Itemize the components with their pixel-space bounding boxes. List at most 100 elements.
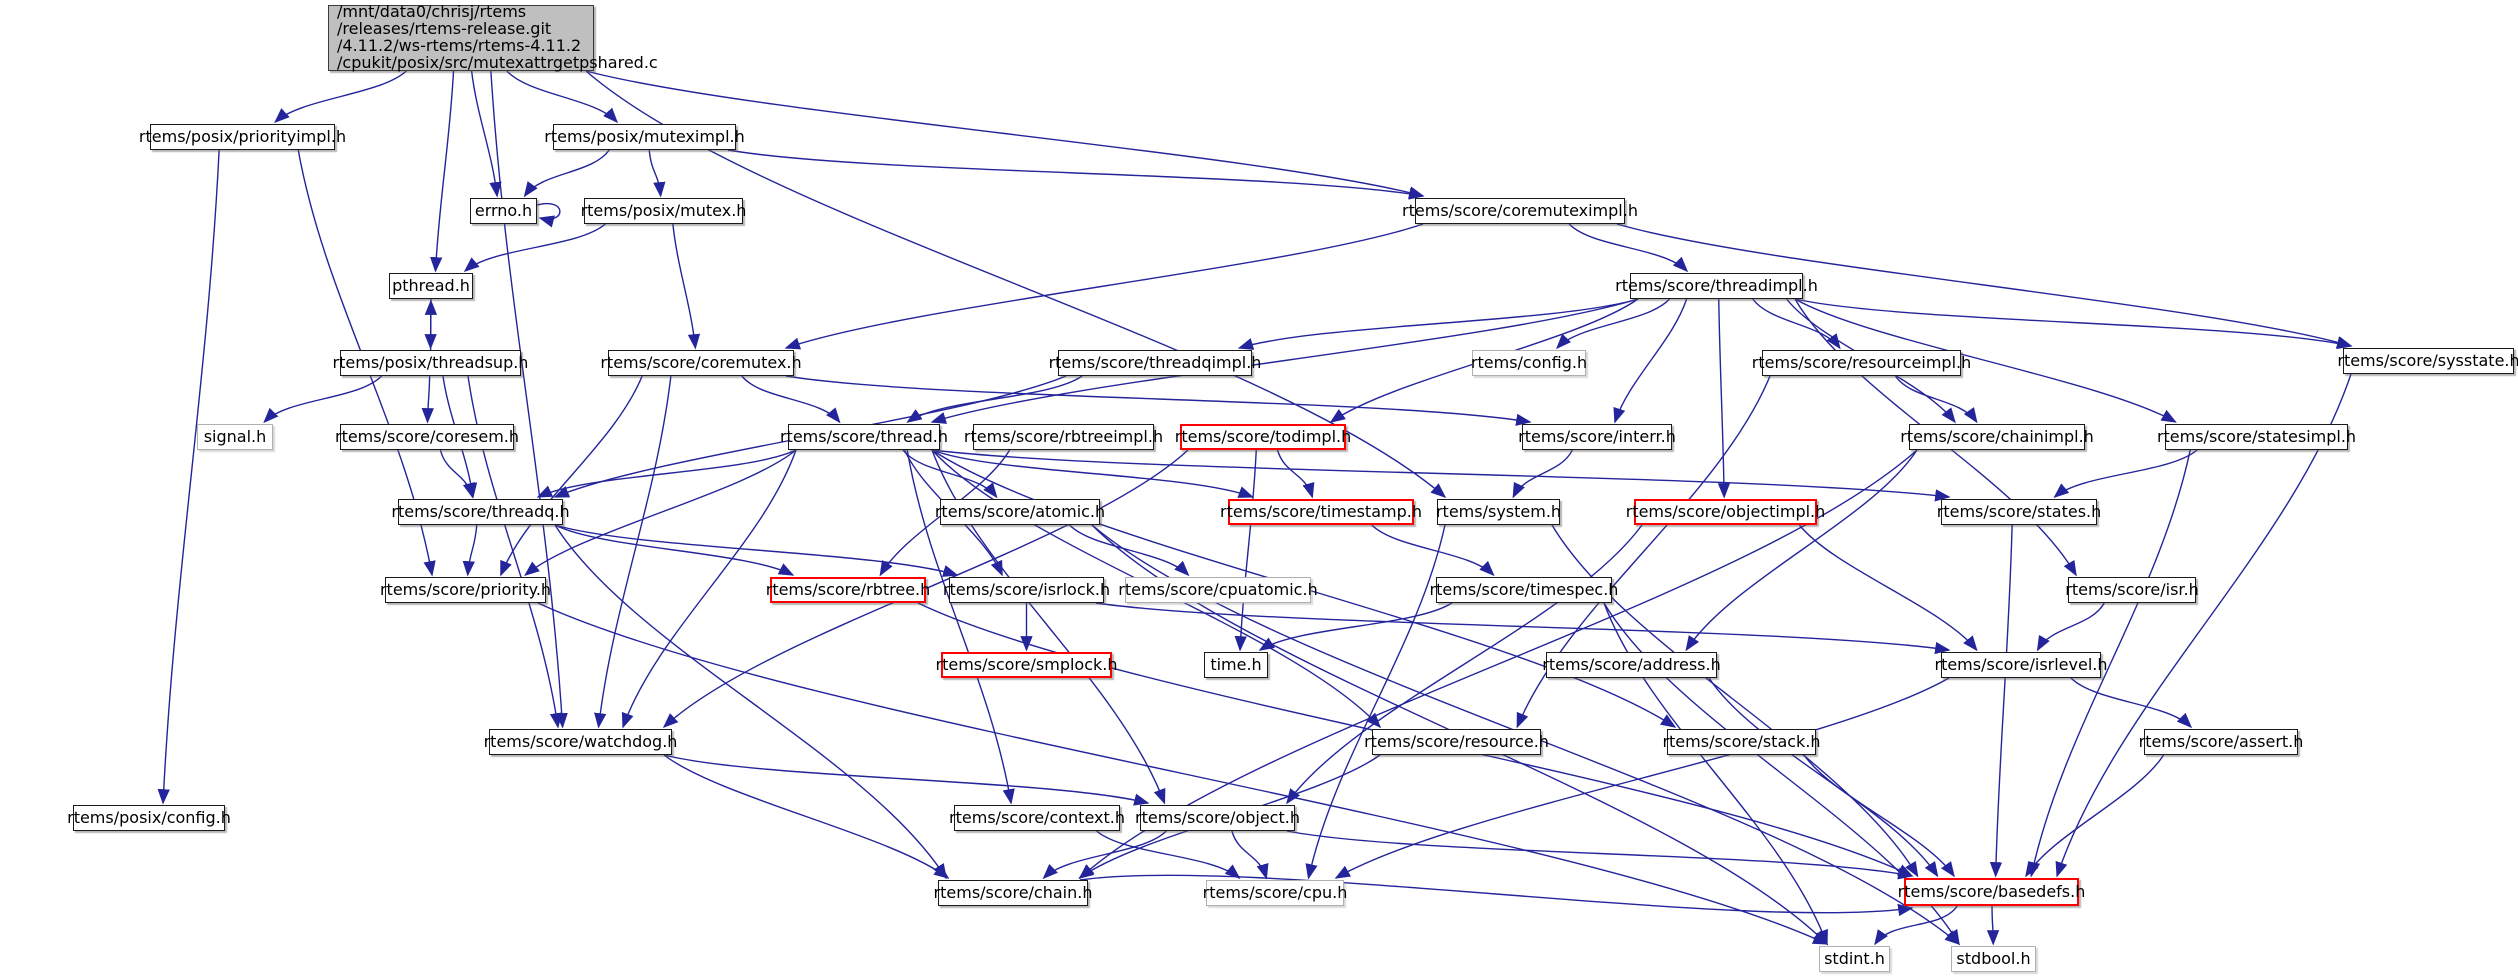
header-node-coremutex[interactable]: rtems/score/coremutex.h [600,350,802,376]
include-edge-thread-to-context [906,449,1015,805]
include-edge-isrlock-to-isrlevel [1095,602,1951,655]
header-node-resource[interactable]: rtems/score/resource.h [1364,729,1549,755]
header-node-chain[interactable]: rtems/score/chain.h [934,880,1092,906]
header-node-mutex[interactable]: rtems/posix/mutex.h [581,198,746,224]
include-edge-watchdog-to-chain [663,754,950,879]
header-node-threadqimpl[interactable]: rtems/score/threadqimpl.h [1049,350,1261,376]
include-edge-threadimpl-to-threadqimpl [1237,298,1639,350]
include-edge-mutex-to-pthread [463,223,606,272]
include-edge-object-to-basedefs [1286,830,1914,880]
header-node-threadsup[interactable]: rtems/posix/threadsup.h [333,350,528,376]
header-node-timestamp[interactable]: rtems/score/timestamp.h [1220,499,1422,525]
header-node-stdbool: stdbool.h [1951,946,2036,972]
header-node-posixconfig[interactable]: rtems/posix/config.h [67,805,231,831]
include-edge-coremuteximpl-to-threadimpl [1568,223,1689,273]
header-node-assert[interactable]: rtems/score/assert.h [2139,729,2303,755]
include-edge-basedefs-to-stdint [1874,905,1958,946]
include-edge-object-to-cpu [1231,830,1269,880]
header-node-stdint: stdint.h [1819,946,1890,972]
header-node-smplock[interactable]: rtems/score/smplock.h [936,652,1118,678]
include-edge-thread-to-timestamp [931,449,1254,498]
header-node-cpu: rtems/score/cpu.h [1203,880,1347,906]
include-edge-threadq-to-isrlock [554,524,959,577]
include-edge-coremutex-to-watchdog [594,375,672,729]
include-edge-threadimpl-to-statesimpl [1794,298,2177,423]
include-edge-thread-to-atomic [902,449,998,499]
include-edge-threadsup-to-signal [263,375,383,424]
header-node-chainimpl[interactable]: rtems/score/chainimpl.h [1900,424,2094,450]
header-node-config: rtems/config.h [1471,350,1587,376]
header-node-rbtree[interactable]: rtems/score/rbtree.h [766,577,930,603]
header-node-address[interactable]: rtems/score/address.h [1542,652,1721,678]
header-node-priorityimpl[interactable]: rtems/posix/priorityimpl.h [139,124,346,150]
header-node-context[interactable]: rtems/score/context.h [949,805,1125,831]
header-node-atomic[interactable]: rtems/score/atomic.h [935,499,1105,525]
header-node-coremuteximpl[interactable]: rtems/score/coremuteximpl.h [1402,198,1638,224]
include-edge-atomic-to-cpuatomic [1069,524,1190,577]
include-edge-root-to-errno [470,70,502,198]
include-edge-muteximpl-to-errno [523,149,610,198]
header-node-stack[interactable]: rtems/score/stack.h [1662,729,1821,755]
header-node-todimpl[interactable]: rtems/score/todimpl.h [1175,424,1351,450]
include-edge-interr-to-system [1512,449,1574,499]
include-edge-coremuteximpl-to-coremutex [784,223,1424,350]
header-node-signal: signal.h [197,424,273,450]
include-edge-priorityimpl-to-posixconfig [157,149,220,805]
include-edge-thread-to-threadq [536,449,797,498]
include-edge-statesimpl-to-states [2053,449,2198,498]
header-node-priority[interactable]: rtems/score/priority.h [380,577,551,603]
header-node-pthread[interactable]: pthread.h [389,273,473,299]
root-source-file-node: /mnt/data0/chrisj/rtems /releases/rtems-… [328,4,658,71]
include-edge-thread-to-states [931,449,1951,502]
include-edge-coremutex-to-interr [785,375,1532,426]
header-node-rbtreeimpl[interactable]: rtems/score/rbtreeimpl.h [964,424,1163,450]
include-edge-object-to-chain [1042,830,1167,880]
header-node-statesimpl[interactable]: rtems/score/statesimpl.h [2157,424,2356,450]
header-node-object[interactable]: rtems/score/object.h [1135,805,1300,831]
header-node-threadq[interactable]: rtems/score/threadq.h [391,499,570,525]
header-node-coresem[interactable]: rtems/score/coresem.h [335,424,519,450]
include-edge-threadimpl-to-resourceimpl [1752,298,1841,350]
include-edge-stack-to-basedefs [1803,754,1955,878]
include-edge-threadimpl-to-sysstate [1794,298,2353,350]
header-node-threadimpl[interactable]: rtems/score/threadimpl.h [1615,273,1818,299]
include-edge-chain-to-basedefs [1079,874,1914,917]
include-edge-timespec-to-stdint [1603,602,1828,946]
include-edge-coremuteximpl-to-sysstate [1616,223,2353,349]
include-edge-thread-to-priority [524,449,797,576]
header-node-isrlock[interactable]: rtems/score/isrlock.h [943,577,1110,603]
header-node-time[interactable]: time.h [1204,652,1268,678]
header-node-isrlevel[interactable]: rtems/score/isrlevel.h [1934,652,2108,678]
header-node-system[interactable]: rtems/system.h [1436,499,1561,525]
include-edge-timestamp-to-timespec [1371,524,1495,577]
include-edge-todimpl-to-watchdog [662,449,1189,729]
header-node-watchdog[interactable]: rtems/score/watchdog.h [484,729,677,755]
include-edge-system-to-cpu [1305,524,1446,880]
header-node-cpuatomic: rtems/score/cpuatomic.h [1118,577,1318,603]
header-node-interr[interactable]: rtems/score/interr.h [1518,424,1676,450]
header-node-muteximpl[interactable]: rtems/posix/muteximpl.h [544,124,745,150]
header-node-states[interactable]: rtems/score/states.h [1937,499,2101,525]
header-node-isr[interactable]: rtems/score/isr.h [2065,577,2199,603]
include-edge-threadq-to-chain [554,524,947,880]
include-edge-address-to-basedefs [1708,677,1939,878]
include-edge-states-to-basedefs [1989,524,2013,878]
header-node-resourceimpl[interactable]: rtems/score/resourceimpl.h [1752,350,1971,376]
include-edge-thread-to-watchdog [621,449,797,729]
include-edge-basedefs-to-stdbool [1986,905,2000,946]
header-node-basedefs[interactable]: rtems/score/basedefs.h [1898,878,2085,906]
include-edge-system-to-basedefs [1551,524,1919,878]
include-edge-isr-to-isrlevel [2036,602,2105,652]
include-edge-assert-to-basedefs [2025,754,2165,878]
header-node-thread[interactable]: rtems/score/thread.h [780,424,948,450]
include-edge-resourceimpl-to-resource [1516,375,1771,729]
header-node-sysstate[interactable]: rtems/score/sysstate.h [2337,348,2518,374]
include-edge-todimpl-to-timestamp [1276,449,1315,499]
include-edge-chainimpl-to-address [1685,449,1918,652]
header-node-objectimpl[interactable]: rtems/score/objectimpl.h [1626,499,1825,525]
include-edge-statesimpl-to-basedefs [2028,449,2191,878]
header-node-errno[interactable]: errno.h [470,198,537,224]
header-node-timespec[interactable]: rtems/score/timespec.h [1430,577,1618,603]
include-edge-resourceimpl-to-chainimpl [1894,375,1978,424]
